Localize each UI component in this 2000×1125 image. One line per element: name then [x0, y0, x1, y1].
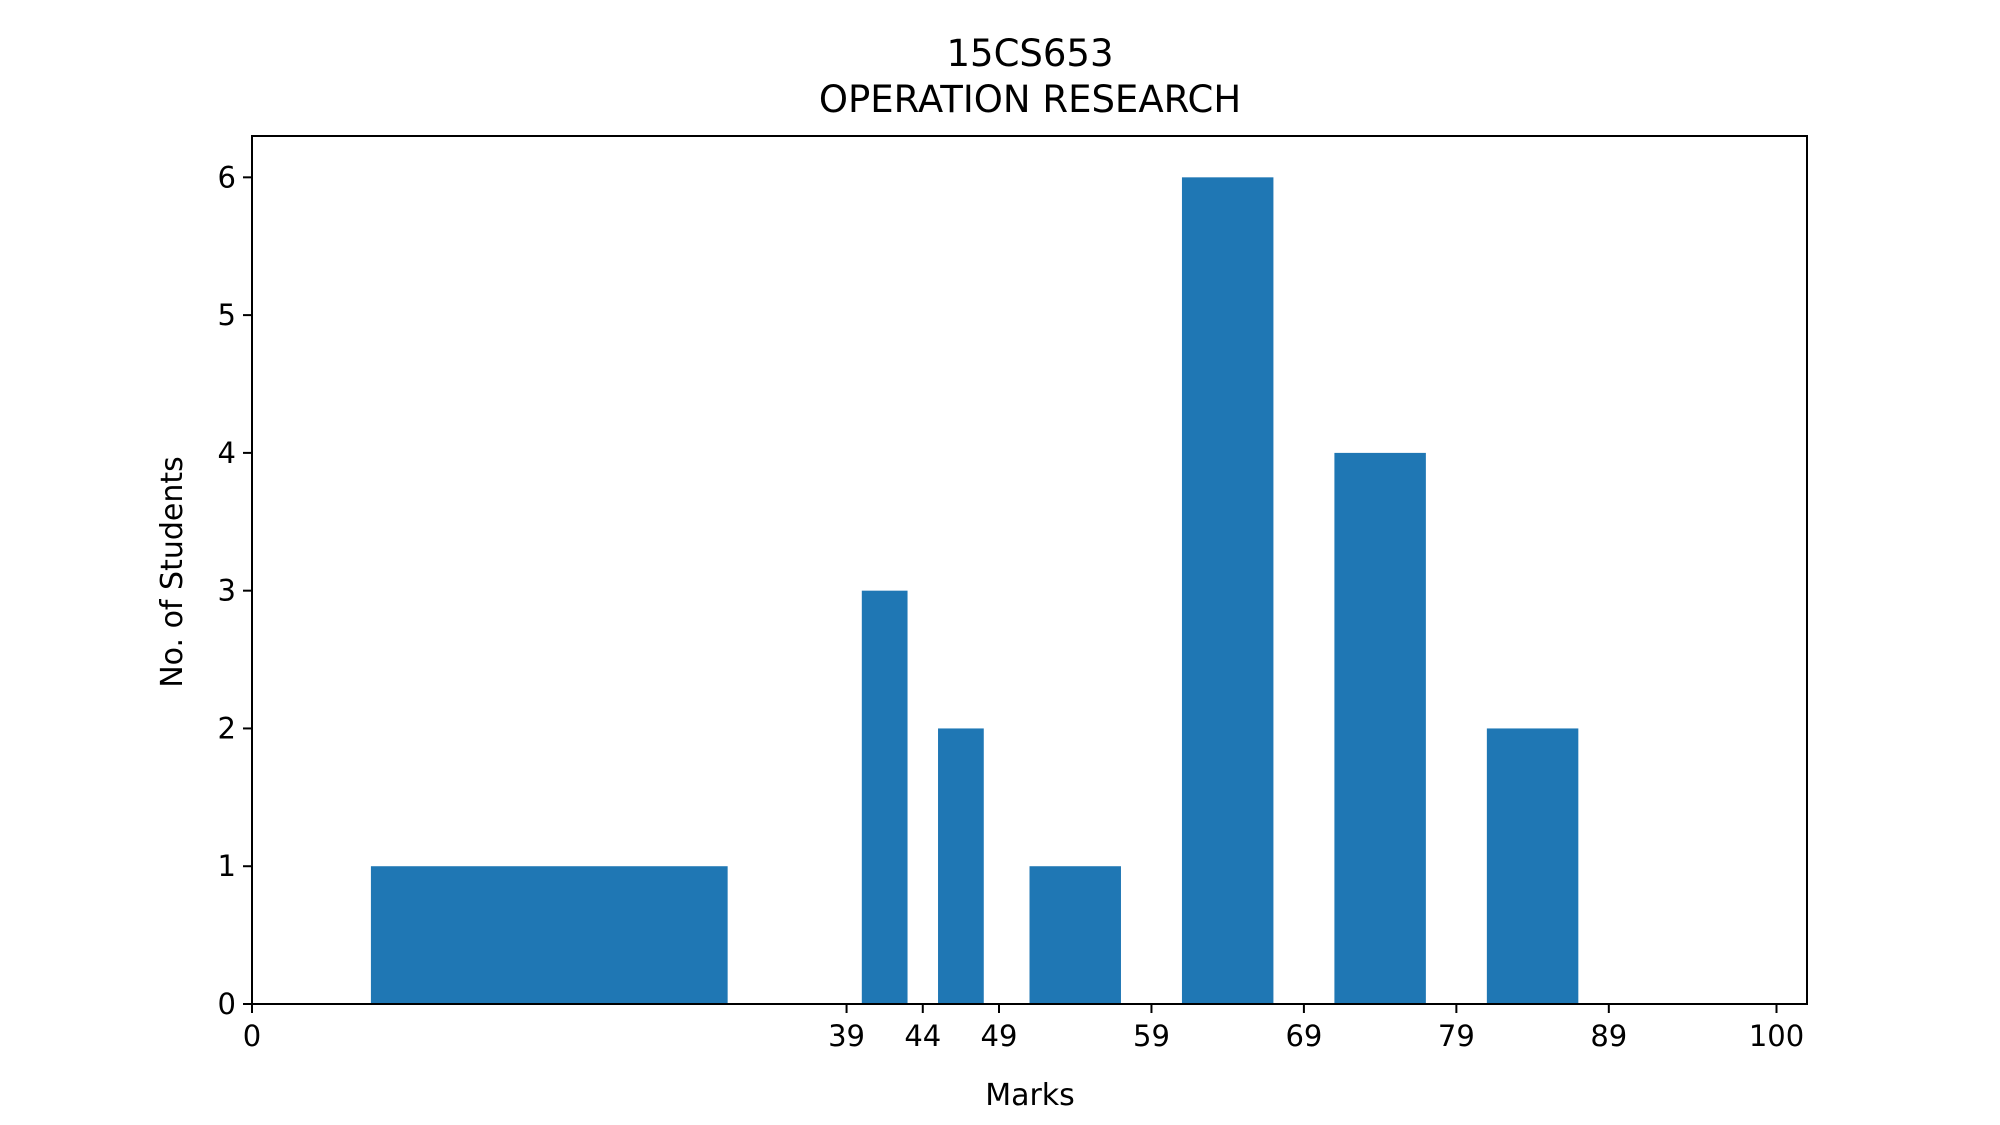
bar-0: [370, 866, 728, 1004]
bar-2: [938, 728, 984, 1004]
x-tick-label-6: 79: [1438, 1019, 1475, 1053]
y-tick-label-2: 2: [218, 711, 236, 745]
x-axis-label: Marks: [985, 1078, 1075, 1113]
y-axis-ticks: 0 1 2 3 4 5 6: [218, 160, 252, 1021]
y-tick-label-3: 3: [218, 574, 236, 608]
y-tick-label-4: 4: [218, 436, 236, 470]
x-tick-label-0: 0: [243, 1019, 261, 1053]
bars-group: [370, 177, 1579, 1005]
y-tick-label-6: 6: [218, 160, 236, 194]
x-tick-label-7: 89: [1590, 1019, 1627, 1053]
bar-3: [1029, 866, 1121, 1004]
y-axis-label: No. of Students: [155, 456, 190, 688]
chart-title: 15CS653: [946, 32, 1113, 75]
x-tick-label-4: 59: [1133, 1019, 1170, 1053]
chart-subtitle: OPERATION RESEARCH: [819, 78, 1241, 121]
y-tick-label-5: 5: [218, 298, 236, 332]
x-tick-label-2: 44: [904, 1019, 941, 1053]
x-axis-ticks: 0 39 44 49 59 69 79 89 100: [243, 1004, 1804, 1053]
bar-6: [1486, 728, 1579, 1004]
y-tick-label-0: 0: [218, 987, 236, 1021]
bar-1: [861, 590, 908, 1004]
x-tick-label-8: 100: [1749, 1019, 1804, 1053]
plot-frame: [251, 135, 1808, 1005]
x-tick-label-3: 49: [981, 1019, 1018, 1053]
y-tick-label-1: 1: [218, 849, 236, 883]
bar-5: [1334, 452, 1426, 1004]
x-tick-label-1: 39: [828, 1019, 865, 1053]
bar-4: [1181, 177, 1274, 1005]
x-tick-label-5: 69: [1285, 1019, 1322, 1053]
